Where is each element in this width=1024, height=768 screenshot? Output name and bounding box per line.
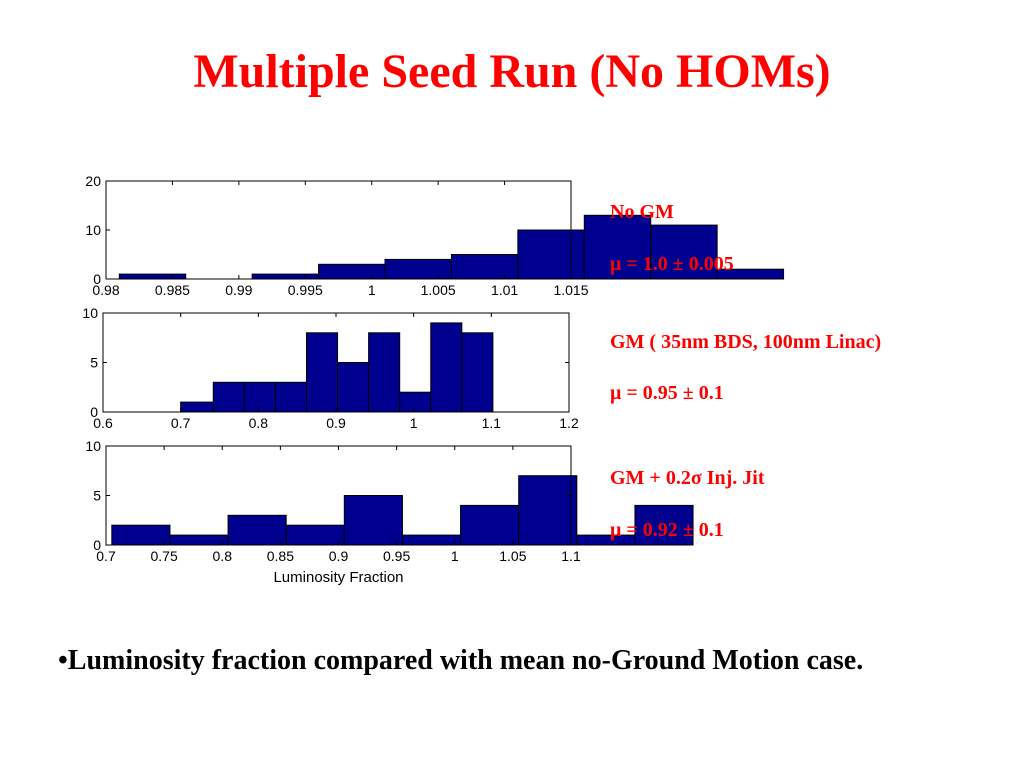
- histogram-bar: [460, 504, 520, 546]
- histogram-bar: [430, 322, 463, 413]
- x-tick-label: 1.2: [559, 415, 579, 431]
- y-tick-label: 0: [90, 404, 98, 420]
- y-tick-label: 5: [93, 488, 101, 504]
- histogram-bar: [118, 273, 187, 280]
- histogram-bar: [399, 391, 432, 413]
- x-tick-label: 0.85: [267, 548, 294, 564]
- x-tick-label: 0.995: [288, 282, 323, 298]
- x-tick-label: 0.7: [171, 415, 191, 431]
- annotation-label-3: GM + 0.2σ Inj. Jit: [610, 467, 765, 489]
- histogram-bar: [274, 381, 307, 413]
- bullet-point: •Luminosity fraction compared with mean …: [58, 645, 864, 676]
- x-tick-label: 1.005: [421, 282, 456, 298]
- annotation-label-1: No GM: [610, 201, 674, 223]
- x-tick-label: 0.6: [93, 415, 113, 431]
- x-tick-label: 1.015: [553, 282, 588, 298]
- histogram-panel-1: 0.98 0.985 0.99 0.995 1 1.005 1.01 1.015 0 10 20: [85, 173, 785, 298]
- slide-title: Multiple Seed Run (No HOMs): [193, 45, 831, 98]
- annotation-mean-3: μ = 0.92 ± 0.1: [610, 519, 724, 541]
- x-tick-label: 0.8: [249, 415, 269, 431]
- y-tick-label: 10: [85, 438, 101, 454]
- x-tick-label: 0.9: [329, 548, 349, 564]
- x-tick-label: 1.1: [561, 548, 581, 564]
- x-tick-label: 1.01: [491, 282, 518, 298]
- histogram-bar: [305, 332, 339, 413]
- histogram-bar: [251, 273, 320, 280]
- histogram-bar: [517, 229, 585, 280]
- y-tick-label: 5: [90, 355, 98, 371]
- y-tick-label: 10: [82, 305, 98, 321]
- x-tick-label: 0.75: [151, 548, 178, 564]
- y-tick-label: 0: [93, 537, 101, 553]
- annotation-mean-2: μ = 0.95 ± 0.1: [610, 382, 724, 404]
- x-tick-label: 0.7: [96, 548, 116, 564]
- histogram-bar: [518, 475, 578, 546]
- x-tick-label: 1: [451, 548, 459, 564]
- x-tick-label: 0.99: [225, 282, 252, 298]
- x-tick-label: 0.95: [383, 548, 410, 564]
- x-tick-label: 0.98: [92, 282, 119, 298]
- histogram-bar: [243, 381, 276, 413]
- x-tick-label: 1: [410, 415, 418, 431]
- y-tick-label: 0: [93, 271, 101, 287]
- histogram-bar: [227, 514, 287, 546]
- histogram-bar: [450, 254, 519, 280]
- histogram-panel-2: 0.6 0.7 0.8 0.9 1 1.1 1.2 0 5 10: [82, 305, 579, 431]
- histogram-bar: [285, 524, 345, 546]
- annotation-mean-1: μ = 1.0 ± 0.005: [610, 253, 734, 275]
- histogram-bar: [169, 534, 229, 546]
- histogram-bar: [180, 401, 214, 413]
- histogram-panel-3: 0.7 0.75 0.8 0.85 0.9 0.95 1 1.05 1.1 0 5 10 Luminos…: [85, 438, 694, 586]
- histogram-bar: [634, 504, 694, 546]
- histogram-bar: [401, 534, 462, 546]
- x-tick-label: 1: [368, 282, 376, 298]
- histogram-bar: [716, 268, 785, 280]
- x-tick-label: 1.1: [482, 415, 502, 431]
- x-tick-label: 1.05: [499, 548, 526, 564]
- histogram-bar: [111, 524, 171, 546]
- y-tick-label: 10: [85, 222, 101, 238]
- histogram-bar: [368, 332, 401, 413]
- x-tick-label: 0.8: [213, 548, 233, 564]
- y-tick-label: 20: [85, 173, 101, 189]
- histogram-bar: [343, 495, 403, 546]
- x-tick-label: 0.9: [326, 415, 346, 431]
- annotation-label-2: GM ( 35nm BDS, 100nm Linac): [610, 331, 882, 353]
- histogram-bar: [384, 258, 452, 280]
- histogram-bar: [212, 381, 245, 413]
- histogram-bar: [650, 224, 718, 280]
- x-axis-label: Luminosity Fraction: [273, 569, 403, 586]
- x-tick-label: 0.985: [155, 282, 190, 298]
- histogram-bar: [461, 332, 494, 413]
- histogram-bar: [318, 263, 386, 280]
- histogram-bar: [337, 362, 370, 413]
